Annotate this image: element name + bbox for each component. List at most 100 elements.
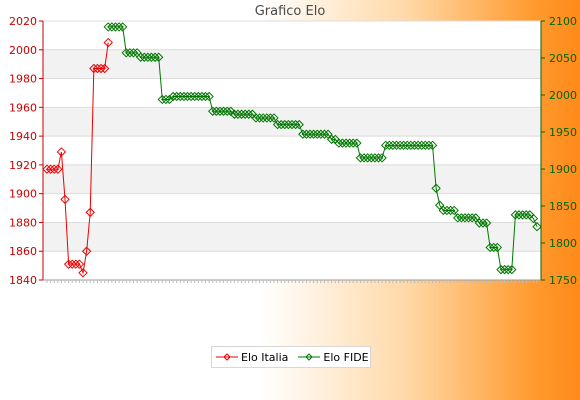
data-point-fide (528, 213, 539, 224)
data-point-fide (200, 91, 211, 102)
data-point-fide (190, 91, 200, 102)
data-point-fide (298, 129, 308, 139)
data-point-fide (171, 91, 182, 102)
data-point-fide (139, 52, 149, 62)
y-left-tick-label: 1880 (9, 216, 37, 229)
data-point-fide (334, 138, 344, 148)
y-left-tick-label: 1860 (9, 245, 37, 258)
x-axis-ticks (46, 280, 538, 283)
data-point-fide (362, 153, 373, 163)
data-point-fide (384, 140, 394, 151)
data-point-fide (380, 140, 391, 151)
data-point-fide (197, 91, 207, 102)
data-point-italia (96, 63, 106, 74)
data-point-fide (319, 129, 330, 139)
data-point-italia (81, 246, 92, 256)
data-point-fide (175, 91, 186, 102)
y-right-tick-label: 1750 (549, 274, 577, 287)
y-left-tick-label: 1980 (9, 73, 37, 86)
data-point-fide (373, 153, 384, 163)
y-right-tick-label: 2000 (549, 89, 577, 102)
data-point-fide (463, 213, 474, 223)
data-point-fide (204, 91, 214, 102)
data-point-fide (287, 119, 297, 130)
data-point-italia (53, 164, 63, 174)
y-right-tick-label: 2100 (549, 15, 577, 28)
data-point-fide (251, 113, 261, 123)
data-point-fide (503, 264, 513, 275)
y-right-tick-label: 1900 (549, 163, 577, 176)
data-point-fide (114, 22, 124, 32)
y-left-tick-label: 1960 (9, 101, 37, 114)
data-point-fide (406, 140, 416, 151)
data-point-fide (435, 200, 445, 210)
y-right-tick-label: 2050 (549, 52, 577, 65)
data-point-fide (168, 91, 178, 102)
data-point-italia (63, 259, 74, 269)
y-right-tick-label: 1800 (549, 237, 577, 250)
data-point-fide (262, 113, 272, 123)
data-point-italia (42, 164, 52, 174)
data-point-italia (45, 164, 56, 174)
data-point-italia (67, 259, 77, 269)
data-point-fide (280, 119, 290, 130)
data-point-fide (135, 52, 146, 62)
data-point-fide (471, 213, 481, 223)
data-point-fide (359, 153, 369, 163)
data-point-fide (510, 210, 521, 220)
data-point-fide (193, 91, 204, 102)
data-point-fide (265, 113, 276, 123)
data-point-fide (153, 52, 164, 62)
y-left-tick-label: 1840 (9, 274, 37, 287)
data-point-italia (103, 37, 113, 48)
data-point-fide (208, 106, 218, 116)
data-point-fide (308, 129, 319, 139)
data-point-fide (218, 106, 229, 116)
data-point-italia (74, 259, 85, 269)
chart-title: Grafico Elo (254, 4, 326, 19)
data-point-fide (337, 138, 348, 148)
data-point-fide (157, 94, 168, 105)
data-point-fide (355, 153, 366, 163)
data-point-fide (341, 138, 351, 148)
data-point-fide (460, 213, 470, 223)
legend-marker-italia (216, 353, 238, 361)
data-point-fide (492, 242, 503, 253)
legend: Elo Italia Elo FIDE (211, 346, 371, 368)
data-point-fide (240, 109, 250, 119)
data-point-fide (125, 48, 135, 58)
data-point-fide (290, 119, 301, 130)
data-point-fide (532, 222, 542, 232)
data-point-fide (161, 94, 171, 105)
data-point-fide (352, 138, 362, 148)
y-axis-left-ticks: 1840 1860 1880 1900 1920 1940 1960 1980 2000 2020 (9, 15, 43, 287)
data-point-fide (269, 113, 279, 123)
data-point-fide (409, 140, 420, 151)
data-point-fide (449, 205, 459, 216)
data-point-fide (442, 205, 452, 216)
data-point-fide (186, 91, 196, 102)
data-point-fide (215, 106, 225, 116)
series-layer (42, 22, 542, 278)
data-point-fide (388, 140, 398, 151)
grid-band (43, 164, 541, 194)
data-point-fide (517, 210, 528, 220)
y-axis-right-ticks: 1750 1800 1850 1900 1950 2000 2050 2100 (541, 15, 577, 287)
data-point-fide (283, 119, 294, 130)
data-point-fide (305, 129, 315, 139)
data-point-fide (121, 48, 131, 58)
data-point-fide (316, 129, 326, 139)
data-point-fide (420, 140, 431, 151)
data-point-fide (402, 140, 413, 151)
legend-marker-fide (298, 353, 321, 361)
data-point-fide (146, 52, 157, 62)
data-point-italia (56, 147, 67, 157)
y-left-tick-label: 2000 (9, 44, 37, 57)
data-point-italia (92, 63, 103, 74)
data-point-fide (521, 210, 531, 220)
data-point-fide (478, 218, 488, 228)
data-point-fide (474, 218, 485, 228)
grid-band (43, 222, 541, 252)
